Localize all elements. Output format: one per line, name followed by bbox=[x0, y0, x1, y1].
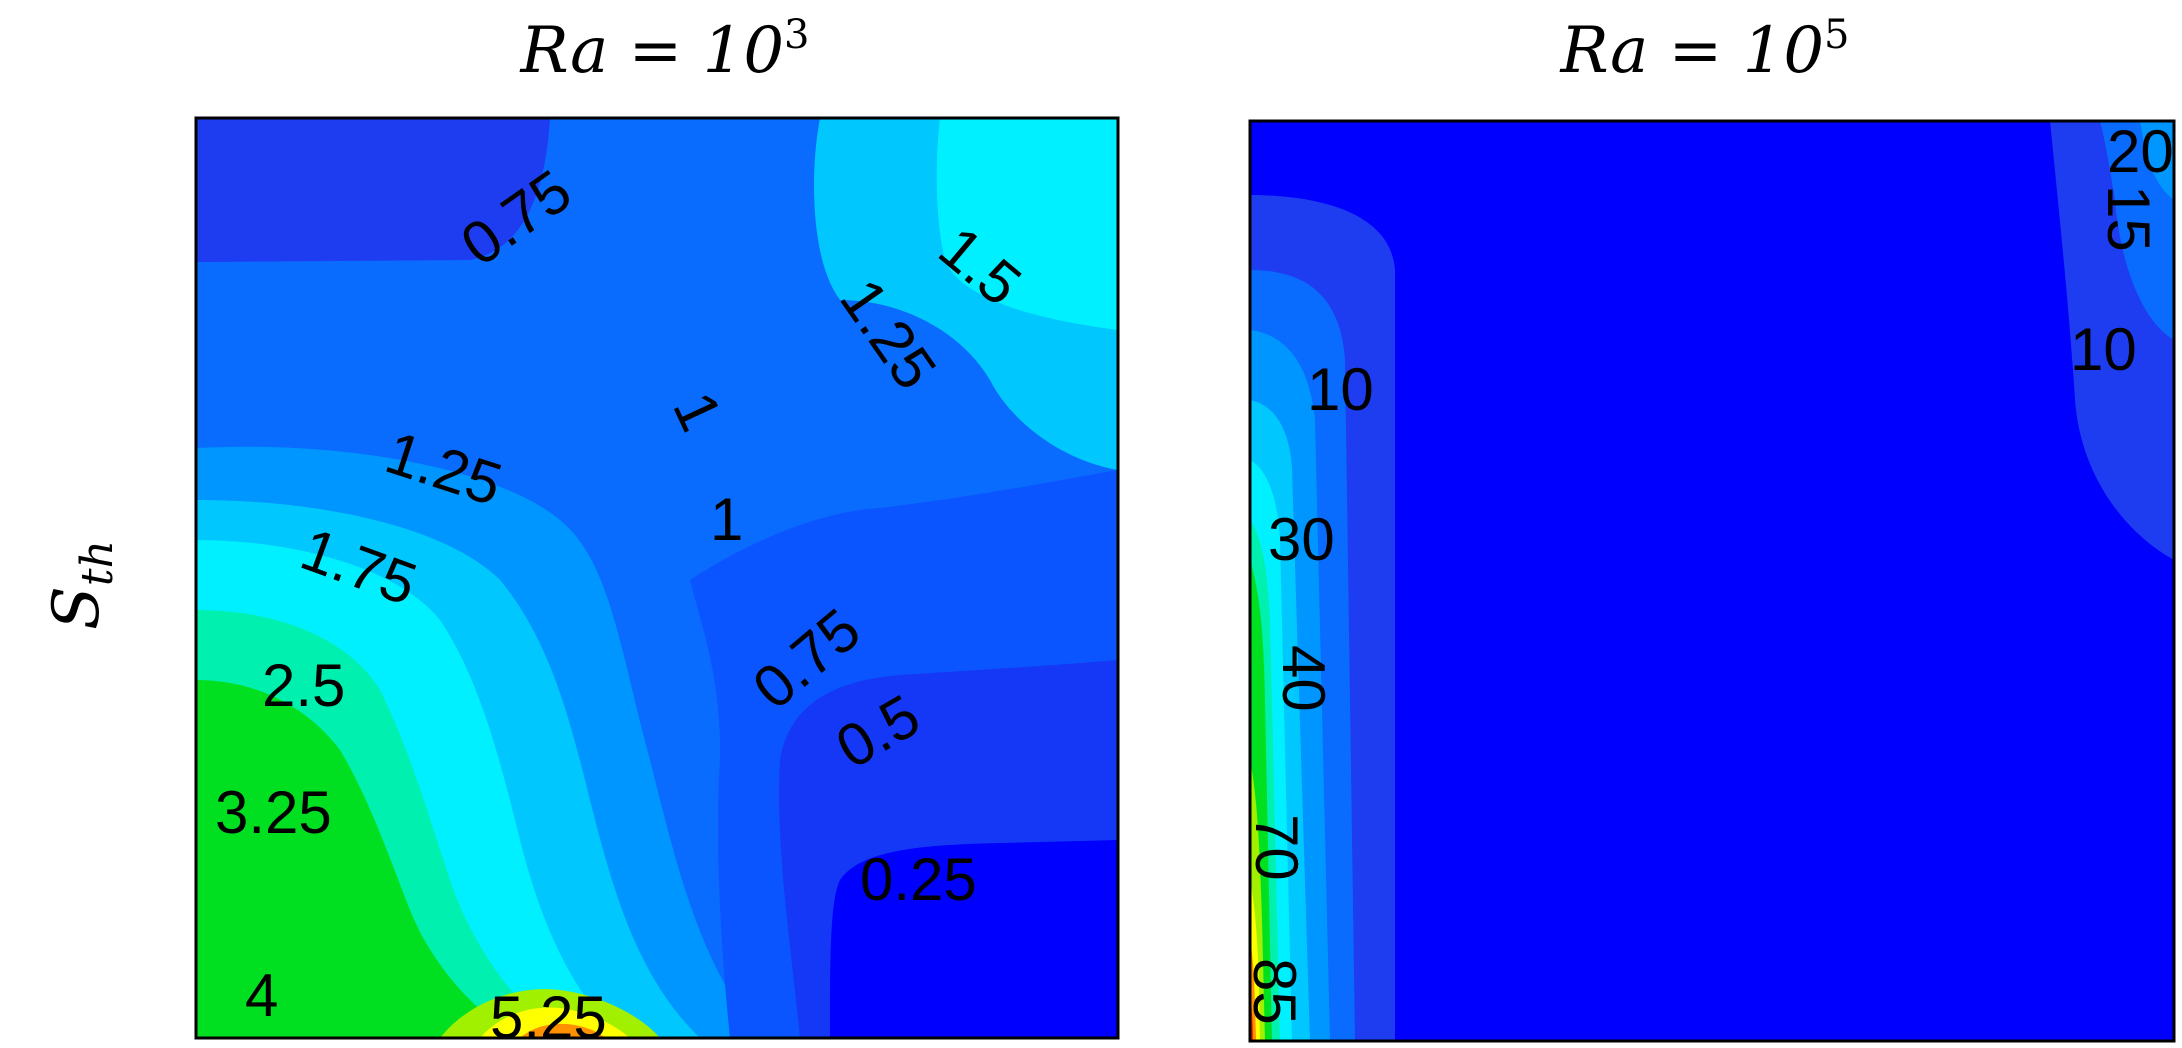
right-title-base: Ra = 10 bbox=[1559, 14, 1824, 88]
left-panel-title: Ra = 103 bbox=[519, 12, 809, 88]
left-band-top-right-cyan bbox=[936, 118, 1118, 330]
contour-label: 5.25 bbox=[490, 984, 607, 1048]
left-title-base: Ra = 10 bbox=[519, 14, 784, 88]
right-band-deep-blue bbox=[1250, 121, 2174, 1041]
left-band-bottom-left-green bbox=[196, 680, 520, 1038]
left-heatmap bbox=[196, 118, 1118, 1038]
contour-label: 1 bbox=[710, 486, 743, 553]
left-band-bottom-orange bbox=[520, 1023, 605, 1038]
y-axis-label: Sth bbox=[40, 540, 123, 630]
y-label-sub: th bbox=[72, 540, 123, 586]
right-contour-labels: 20 15 10 10 30 40 70 85 bbox=[1241, 118, 2174, 1025]
y-label-base: S bbox=[40, 586, 114, 630]
contour-label: 40 bbox=[1270, 645, 1337, 712]
contour-label: 85 bbox=[1241, 958, 1308, 1025]
right-heatmap bbox=[1250, 121, 2174, 1041]
contour-label: 20 bbox=[2107, 118, 2174, 185]
left-band-bottom-right-deep bbox=[830, 840, 1118, 1038]
contour-label: 4 bbox=[245, 962, 278, 1029]
contour-label: 30 bbox=[1268, 506, 1335, 573]
left-plot-frame bbox=[194, 116, 1120, 1040]
contour-label: 0.25 bbox=[860, 846, 977, 913]
right-panel-title: Ra = 105 bbox=[1559, 12, 1849, 88]
contour-label: 10 bbox=[1307, 356, 1374, 423]
contour-label: 2.5 bbox=[262, 652, 345, 719]
right-plot-frame bbox=[1248, 119, 2176, 1043]
contour-label: 10 bbox=[2070, 316, 2137, 383]
right-band-right-edge-light bbox=[2140, 121, 2174, 200]
contour-label: 3.25 bbox=[215, 779, 332, 846]
contour-label: 15 bbox=[2095, 185, 2162, 252]
contour-label: 70 bbox=[1243, 814, 1310, 881]
right-title-exponent: 5 bbox=[1824, 12, 1849, 58]
left-title-exponent: 3 bbox=[784, 12, 809, 58]
left-band-top-left-dark bbox=[196, 118, 550, 262]
